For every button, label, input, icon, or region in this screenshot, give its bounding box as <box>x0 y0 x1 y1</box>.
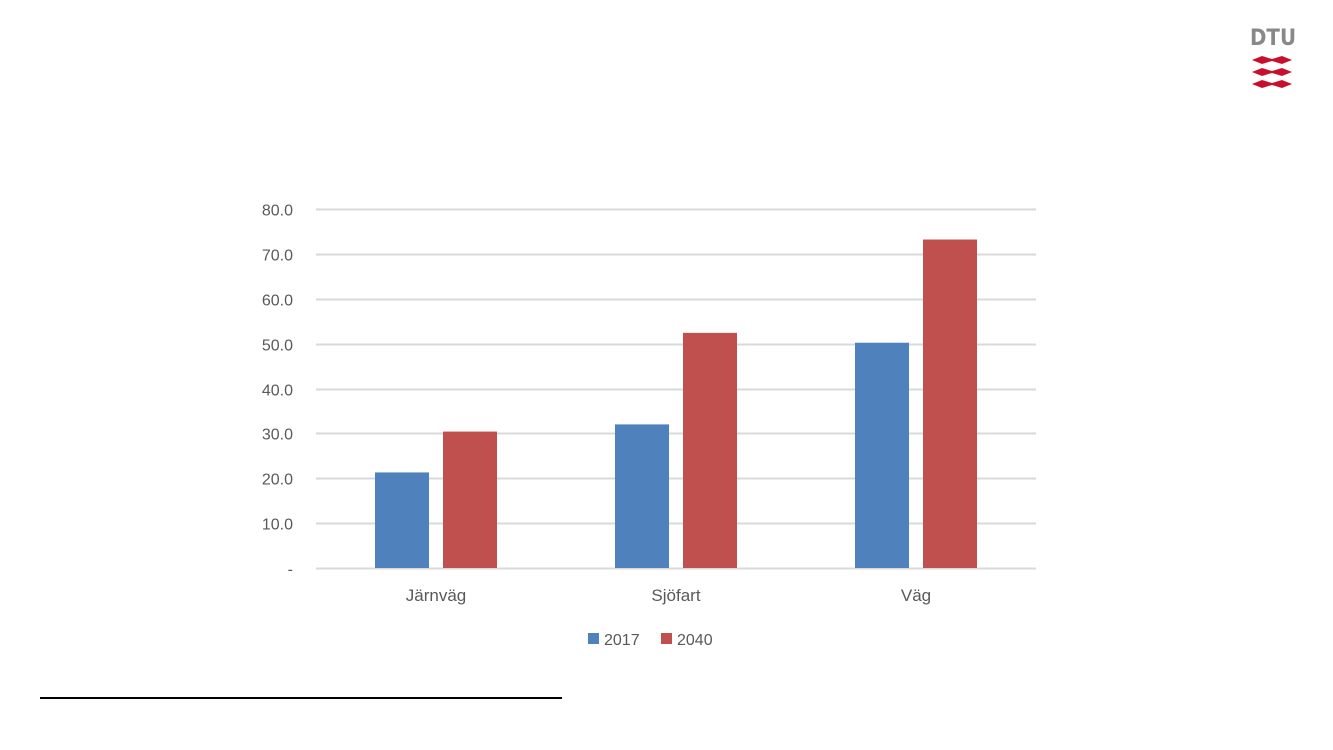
y-tick-label: 60.0 <box>262 293 293 310</box>
legend: 2017 2040 <box>588 632 713 649</box>
y-axis-ticks: - 10.0 20.0 30.0 40.0 50.0 60.0 70.0 80.0 <box>262 203 293 579</box>
logo-text: DTU <box>1250 26 1297 51</box>
legend-swatch-2017 <box>588 633 599 644</box>
legend-swatch-2040 <box>661 633 672 644</box>
dtu-logo: DTU <box>1250 26 1297 92</box>
bar-2017-2 <box>855 342 909 568</box>
y-tick-label: 70.0 <box>262 248 293 265</box>
y-tick-label: 80.0 <box>262 203 293 220</box>
y-tick-label: 50.0 <box>262 338 293 355</box>
dtu-logo-icon <box>1252 56 1292 88</box>
x-axis-categories: Järnväg Sjöfart Väg <box>406 586 931 605</box>
bar-2040-1 <box>683 332 737 568</box>
x-category-label: Väg <box>901 586 931 605</box>
y-tick-label: 40.0 <box>262 383 293 400</box>
y-tick-label: 30.0 <box>262 427 293 444</box>
legend-label: 2017 <box>604 632 640 649</box>
y-tick-label: 20.0 <box>262 472 293 489</box>
legend-label: 2040 <box>677 632 713 649</box>
bars <box>375 239 977 568</box>
bar-2017-0 <box>375 472 429 568</box>
bar-2017-1 <box>615 424 669 568</box>
y-tick-label: - <box>288 562 293 579</box>
x-category-label: Järnväg <box>406 586 466 605</box>
y-tick-label: 10.0 <box>262 517 293 534</box>
bar-2040-0 <box>443 431 497 568</box>
x-category-label: Sjöfart <box>651 586 700 605</box>
footnote-rule <box>40 697 562 699</box>
bar-2040-2 <box>923 239 977 568</box>
gridlines <box>316 208 1036 570</box>
